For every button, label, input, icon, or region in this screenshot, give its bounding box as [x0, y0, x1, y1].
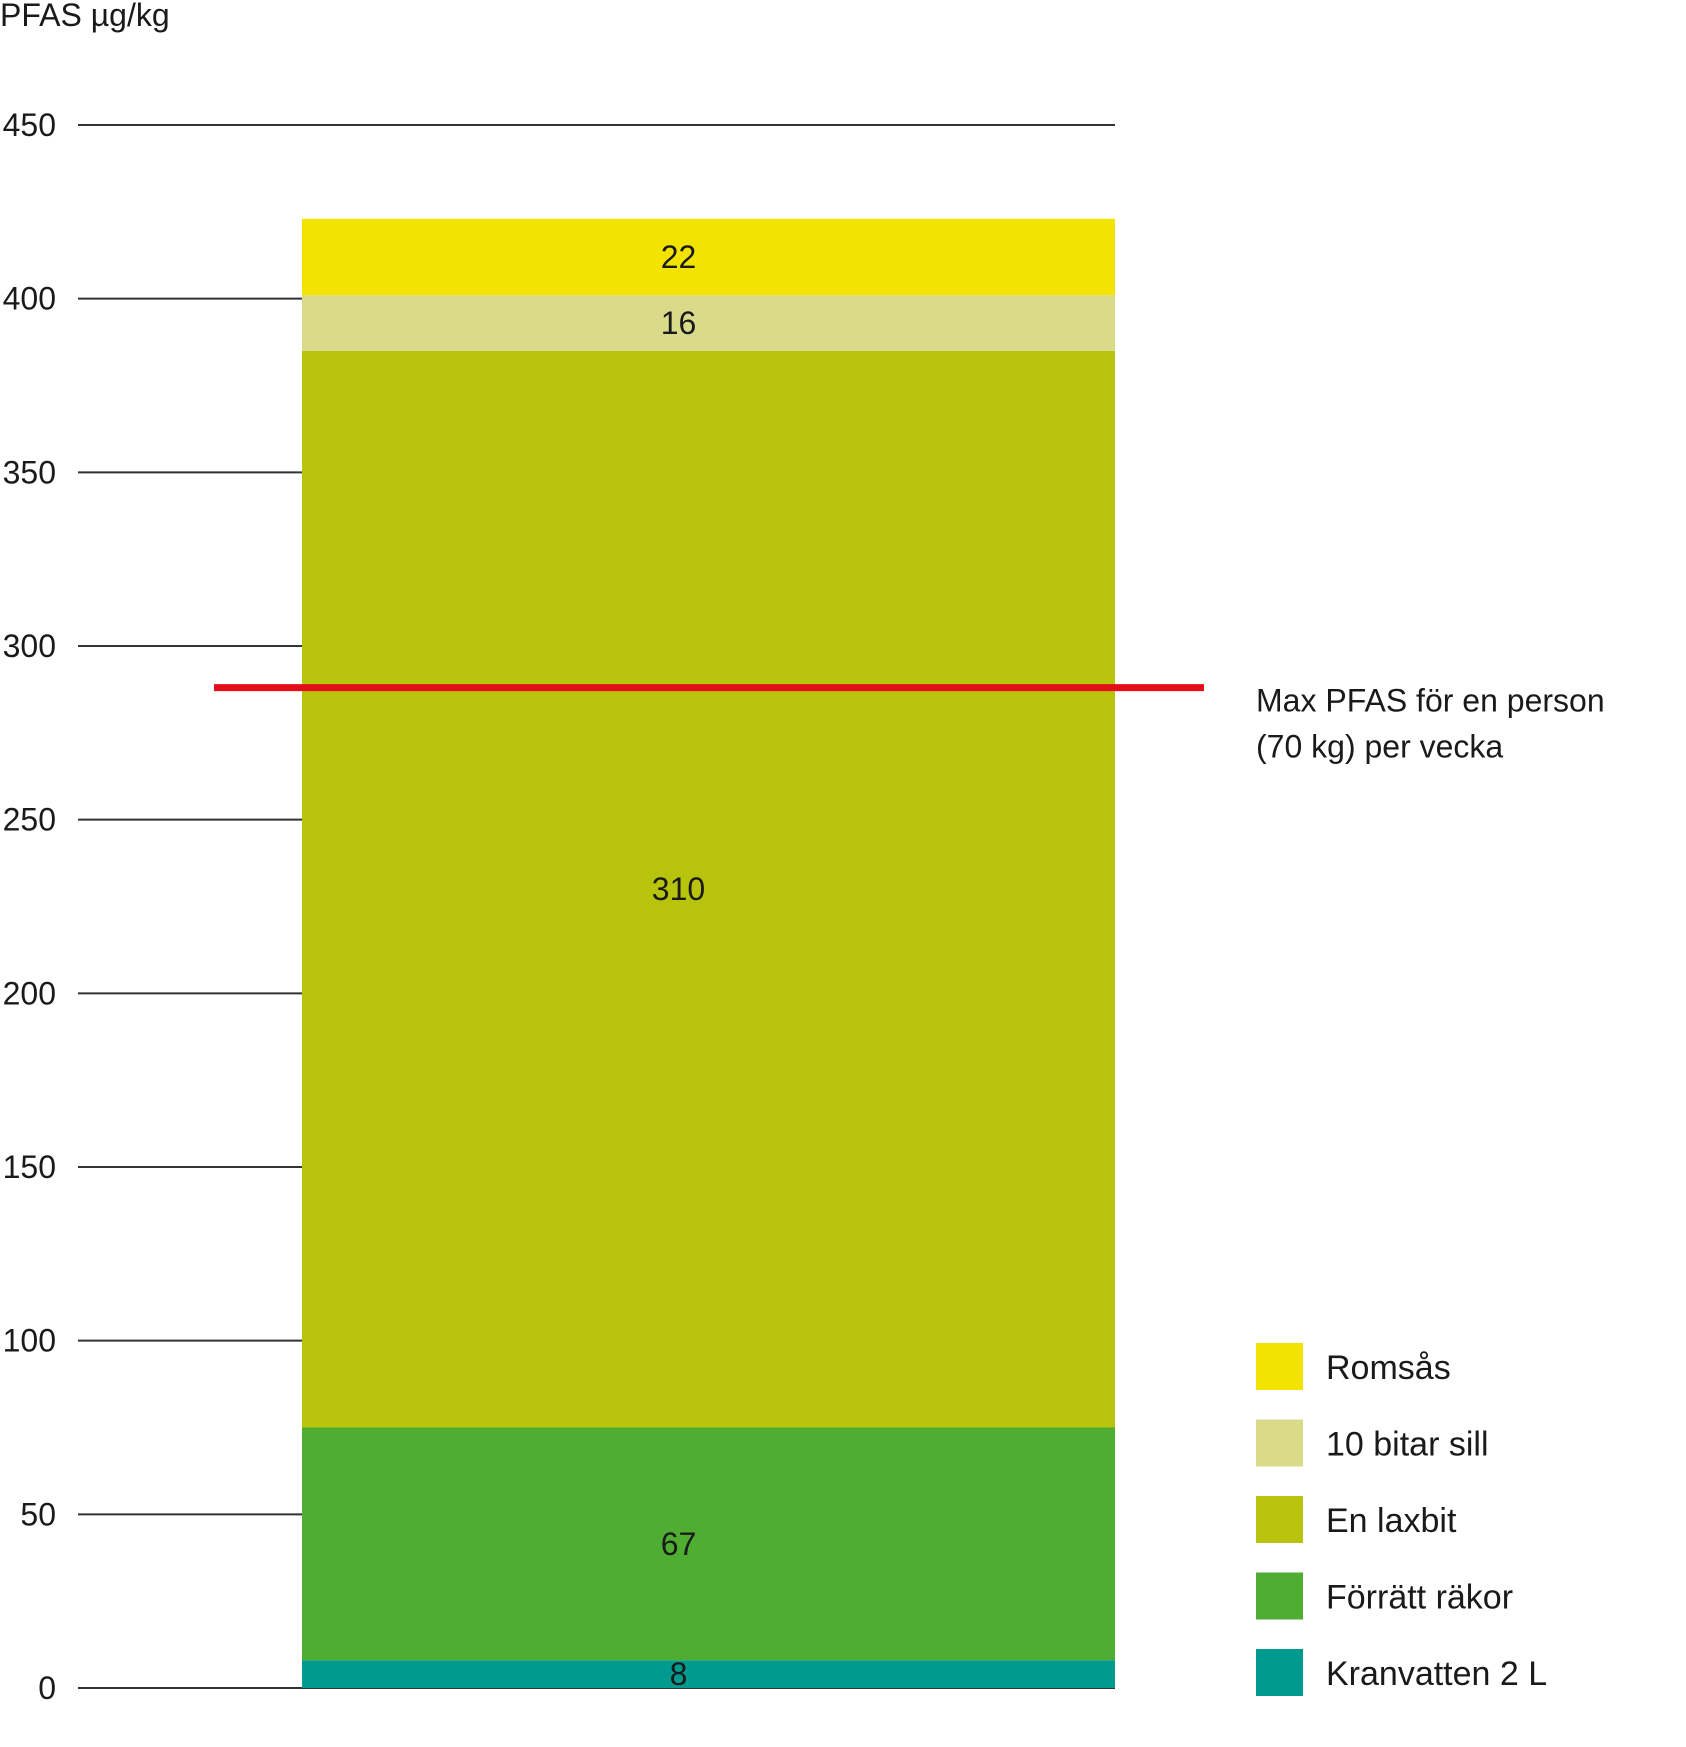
- bar-value-label-0: 8: [670, 1656, 688, 1692]
- bar-value-label-1: 67: [661, 1526, 697, 1562]
- legend-swatch-2: [1256, 1496, 1303, 1543]
- y-axis-title: PFAS µg/kg: [0, 0, 170, 33]
- bar-segment-1: [302, 1427, 1115, 1661]
- bar-value-label-4: 22: [661, 239, 697, 275]
- legend-swatch-4: [1256, 1649, 1303, 1696]
- y-tick-label-350: 350: [3, 454, 56, 490]
- y-tick-label-0: 0: [38, 1670, 56, 1706]
- y-tick-label-200: 200: [3, 975, 56, 1011]
- legend-swatch-1: [1256, 1419, 1303, 1467]
- y-tick-label-150: 150: [3, 1149, 56, 1185]
- y-tick-label-250: 250: [3, 802, 56, 838]
- legend-label-3: Förrätt räkor: [1326, 1579, 1513, 1617]
- bar-segment-3: [302, 295, 1115, 351]
- y-axis-ticks: 0 50 100 150 200 250 300 350 400 450: [3, 107, 56, 1706]
- bar-segment-2: [302, 350, 1115, 1428]
- y-tick-label-450: 450: [3, 107, 56, 143]
- legend-label-0: Romsås: [1326, 1349, 1451, 1387]
- reference-line-group: Max PFAS för en person (70 kg) per vecka: [214, 683, 1605, 765]
- legend-label-2: En laxbit: [1326, 1502, 1457, 1540]
- bar-segment-0: [302, 1660, 1115, 1688]
- legend: Romsås 10 bitar sill En laxbit Förrätt räko…: [1256, 1343, 1547, 1696]
- y-tick-label-400: 400: [3, 281, 56, 317]
- legend-swatch-0: [1256, 1343, 1303, 1390]
- reference-line-label-0: Max PFAS för en person: [1256, 683, 1605, 719]
- bar-value-labels: 8 67 310 16 22: [652, 239, 705, 1692]
- legend-label-1: 10 bitar sill: [1326, 1426, 1489, 1464]
- bar-value-label-3: 16: [661, 305, 697, 341]
- y-tick-label-300: 300: [3, 628, 56, 664]
- bar-value-label-2: 310: [652, 871, 705, 907]
- legend-label-4: Kranvatten 2 L: [1326, 1655, 1547, 1693]
- bar-segment-4: [302, 218, 1115, 296]
- y-tick-label-100: 100: [3, 1323, 56, 1359]
- stacked-bar: [302, 218, 1115, 1688]
- y-tick-label-50: 50: [20, 1496, 56, 1532]
- reference-line-label-1: (70 kg) per vecka: [1256, 729, 1503, 765]
- legend-swatch-3: [1256, 1572, 1303, 1620]
